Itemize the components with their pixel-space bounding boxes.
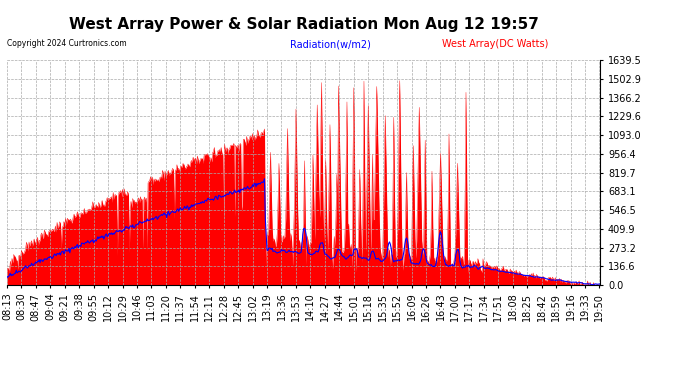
Text: West Array(DC Watts): West Array(DC Watts)	[442, 39, 548, 50]
Text: Radiation(w/m2): Radiation(w/m2)	[290, 39, 371, 50]
Text: Copyright 2024 Curtronics.com: Copyright 2024 Curtronics.com	[7, 39, 126, 48]
Text: West Array Power & Solar Radiation Mon Aug 12 19:57: West Array Power & Solar Radiation Mon A…	[69, 17, 538, 32]
